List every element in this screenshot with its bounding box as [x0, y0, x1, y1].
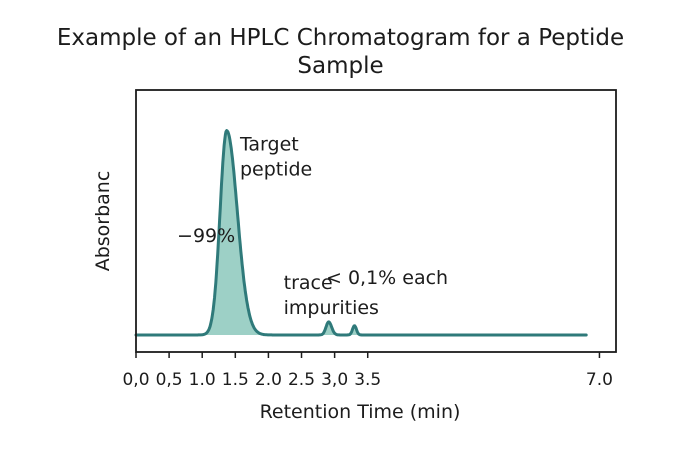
chart-title-line-2: Sample [297, 53, 384, 79]
peak-fill-3 [347, 325, 362, 335]
x-tick-label: 2.5 [288, 370, 315, 390]
chromatogram-trace [134, 129, 588, 337]
x-tick-label: 1.0 [189, 370, 216, 390]
axes: 0,0 0,5 1.0 1.5 2.0 2.5 3,0 3.5 7.0 [122, 89, 617, 390]
x-tick-label: 1.5 [222, 370, 249, 390]
x-axis-label: Retention Time (min) [260, 401, 461, 423]
annotation-target-peptide-line: peptide [240, 158, 312, 180]
x-tick-label: 3,0 [321, 370, 348, 390]
annotation-target-peptide-line: Target [239, 133, 299, 155]
x-tick-label: 0,0 [122, 370, 149, 390]
annotation-trace-impurities: trace impurities [284, 272, 379, 319]
x-tick-label: 7.0 [586, 370, 613, 390]
x-tick-label: 2.0 [255, 370, 282, 390]
chart-title: Example of an HPLC Chromatogram for a Pe… [0, 24, 681, 80]
peak-fill-1 [204, 130, 263, 335]
annotation-percent-main-line: −99% [177, 225, 235, 247]
y-axis-label: Absorbanc [92, 171, 114, 272]
annotation-percent-each-line: < 0,1% each [326, 267, 448, 289]
annotation-percent-each: < 0,1% each [326, 267, 448, 289]
annotation-trace-impurities-line: impurities [284, 297, 379, 319]
annotation-target-peptide: Target peptide [239, 133, 312, 180]
x-tick-label: 3.5 [354, 370, 381, 390]
x-tick-label: 0,5 [156, 370, 183, 390]
annotation-trace-impurities-line: trace [284, 272, 333, 294]
annotation-percent-main: −99% [177, 225, 235, 247]
chart-title-line-1: Example of an HPLC Chromatogram for a Pe… [56, 25, 625, 51]
plot-frame [135, 89, 617, 353]
plot-area [134, 129, 588, 337]
labels: Retention Time (min) Absorbanc Target pepti… [92, 133, 460, 423]
